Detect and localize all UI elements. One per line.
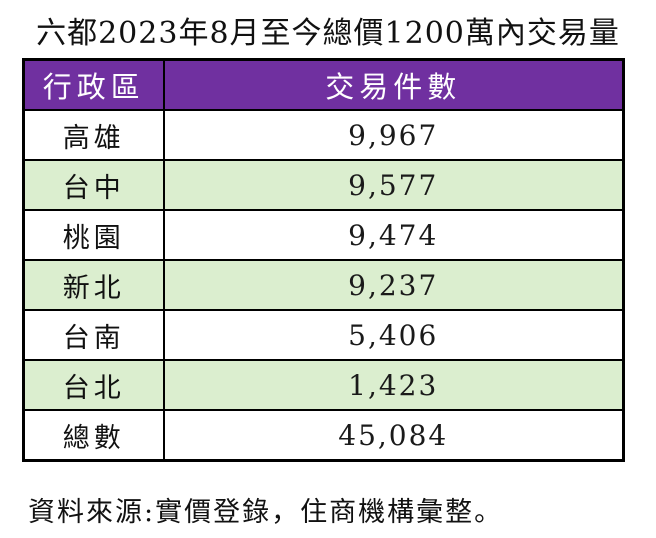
- table-row: 台南 5,406: [22, 309, 625, 361]
- count-cell: 9,577: [162, 159, 625, 211]
- table-header-row: 行政區 交易件數: [22, 58, 625, 111]
- count-cell: 9,474: [162, 209, 625, 261]
- district-cell: 總數: [22, 409, 165, 462]
- count-cell: 1,423: [162, 359, 625, 411]
- header-district: 行政區: [22, 58, 165, 111]
- source-note: 資料來源:實價登錄，住商機構彙整。: [28, 497, 504, 528]
- header-count: 交易件數: [162, 58, 625, 111]
- district-cell: 台南: [22, 309, 165, 361]
- district-cell: 高雄: [22, 109, 165, 161]
- district-cell: 台中: [22, 159, 165, 211]
- district-cell: 桃園: [22, 209, 165, 261]
- district-cell: 新北: [22, 259, 165, 311]
- transactions-table: 行政區 交易件數 高雄 9,967 台中 9,577 桃園 9,474 新北 9…: [22, 58, 625, 462]
- page-title: 六都2023年8月至今總價1200萬內交易量: [36, 16, 620, 51]
- table-row: 台北 1,423: [22, 359, 625, 411]
- table-row: 新北 9,237: [22, 259, 625, 311]
- table-row: 台中 9,577: [22, 159, 625, 211]
- count-cell: 9,237: [162, 259, 625, 311]
- count-cell: 45,084: [162, 409, 625, 462]
- table-row: 高雄 9,967: [22, 109, 625, 161]
- district-cell: 台北: [22, 359, 165, 411]
- table-row: 桃園 9,474: [22, 209, 625, 261]
- count-cell: 5,406: [162, 309, 625, 361]
- table-row: 總數 45,084: [22, 409, 625, 462]
- count-cell: 9,967: [162, 109, 625, 161]
